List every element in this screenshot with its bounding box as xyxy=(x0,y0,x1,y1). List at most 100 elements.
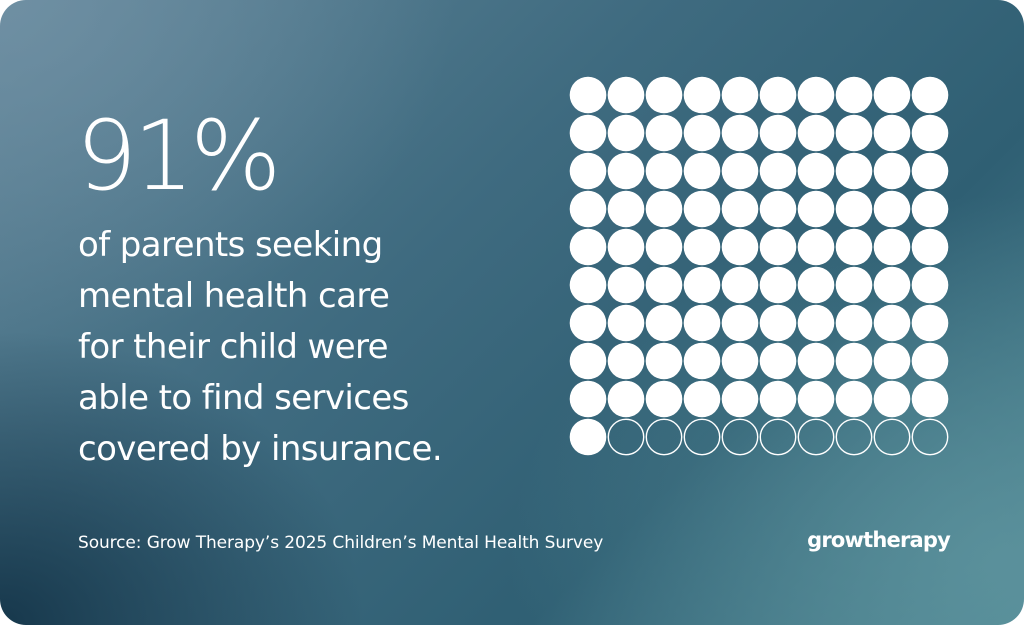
stat-description-line-2: mental health care xyxy=(78,276,390,316)
waffle-dot-filled xyxy=(911,380,949,418)
waffle-dot-filled xyxy=(645,266,683,304)
waffle-dot-filled xyxy=(911,190,949,228)
waffle-dot-filled xyxy=(607,342,645,380)
waffle-dot-filled xyxy=(911,152,949,190)
waffle-dot-filled xyxy=(607,152,645,190)
waffle-dot-filled xyxy=(607,114,645,152)
waffle-dot-filled xyxy=(835,266,873,304)
waffle-dot-filled xyxy=(835,228,873,266)
waffle-dot-filled xyxy=(835,152,873,190)
waffle-chart xyxy=(569,76,949,456)
waffle-dot-filled xyxy=(569,152,607,190)
stat-percent: 91% xyxy=(76,100,281,212)
waffle-dot-filled xyxy=(721,228,759,266)
waffle-dot-filled xyxy=(569,228,607,266)
waffle-dot-filled xyxy=(759,114,797,152)
waffle-dot-filled xyxy=(645,304,683,342)
waffle-dot-filled xyxy=(873,228,911,266)
waffle-dot-filled xyxy=(569,304,607,342)
waffle-dot-filled xyxy=(873,190,911,228)
waffle-dot-empty xyxy=(835,418,873,456)
waffle-dot-filled xyxy=(607,76,645,114)
waffle-dot-filled xyxy=(721,380,759,418)
stat-description-line-1: of parents seeking xyxy=(78,225,383,265)
waffle-dot-filled xyxy=(835,114,873,152)
waffle-dot-empty xyxy=(797,418,835,456)
waffle-dot-filled xyxy=(683,114,721,152)
stat-description-line-5: covered by insurance. xyxy=(78,429,443,469)
waffle-dot-filled xyxy=(721,342,759,380)
waffle-dot-filled xyxy=(759,228,797,266)
waffle-dot-filled xyxy=(873,76,911,114)
waffle-dot-filled xyxy=(873,266,911,304)
waffle-dot-filled xyxy=(721,266,759,304)
waffle-dot-filled xyxy=(797,266,835,304)
stat-description-line-3: for their child were xyxy=(78,327,389,367)
waffle-dot-filled xyxy=(683,190,721,228)
waffle-dot-filled xyxy=(835,380,873,418)
waffle-dot-empty xyxy=(607,418,645,456)
waffle-dot-filled xyxy=(835,304,873,342)
waffle-dot-filled xyxy=(721,76,759,114)
waffle-dot-filled xyxy=(873,114,911,152)
waffle-dot-filled xyxy=(911,114,949,152)
waffle-dot-filled xyxy=(911,76,949,114)
waffle-dot-filled xyxy=(759,190,797,228)
waffle-dot-filled xyxy=(569,190,607,228)
waffle-dot-filled xyxy=(683,228,721,266)
waffle-dot-filled xyxy=(797,152,835,190)
waffle-dot-filled xyxy=(797,380,835,418)
waffle-dot-filled xyxy=(835,76,873,114)
waffle-dot-filled xyxy=(759,266,797,304)
waffle-dot-filled xyxy=(645,114,683,152)
waffle-dot-filled xyxy=(569,266,607,304)
waffle-dot-filled xyxy=(797,114,835,152)
waffle-dot-filled xyxy=(645,342,683,380)
waffle-dot-filled xyxy=(835,342,873,380)
waffle-dot-filled xyxy=(911,342,949,380)
waffle-dot-filled xyxy=(683,152,721,190)
source-caption: Source: Grow Therapy’s 2025 Children’s M… xyxy=(78,533,604,553)
waffle-dot-empty xyxy=(911,418,949,456)
waffle-dot-filled xyxy=(759,380,797,418)
waffle-dot-filled xyxy=(683,304,721,342)
waffle-dot-empty xyxy=(721,418,759,456)
waffle-dot-filled xyxy=(645,76,683,114)
waffle-dot-filled xyxy=(683,342,721,380)
waffle-dot-filled xyxy=(607,266,645,304)
waffle-dot-filled xyxy=(873,304,911,342)
waffle-dot-filled xyxy=(569,114,607,152)
waffle-dot-empty xyxy=(759,418,797,456)
waffle-dot-filled xyxy=(873,342,911,380)
waffle-dot-filled xyxy=(797,190,835,228)
waffle-dot-filled xyxy=(683,76,721,114)
waffle-dot-filled xyxy=(873,152,911,190)
waffle-dot-filled xyxy=(721,152,759,190)
waffle-dot-filled xyxy=(645,228,683,266)
waffle-dot-filled xyxy=(607,190,645,228)
waffle-dot-filled xyxy=(759,152,797,190)
waffle-dot-filled xyxy=(569,418,607,456)
waffle-dot-filled xyxy=(569,76,607,114)
waffle-dot-filled xyxy=(645,190,683,228)
waffle-dot-filled xyxy=(569,342,607,380)
waffle-dot-empty xyxy=(683,418,721,456)
waffle-dot-filled xyxy=(683,380,721,418)
waffle-dot-empty xyxy=(645,418,683,456)
waffle-dot-filled xyxy=(911,304,949,342)
waffle-dot-filled xyxy=(569,380,607,418)
waffle-dot-empty xyxy=(873,418,911,456)
waffle-dot-filled xyxy=(759,76,797,114)
stat-description: of parents seeking mental health care fo… xyxy=(78,220,498,475)
waffle-dot-filled xyxy=(721,190,759,228)
waffle-dot-filled xyxy=(607,228,645,266)
waffle-dot-filled xyxy=(759,304,797,342)
waffle-dot-filled xyxy=(911,266,949,304)
waffle-dot-filled xyxy=(645,152,683,190)
waffle-dot-filled xyxy=(607,380,645,418)
waffle-dot-filled xyxy=(797,76,835,114)
waffle-dot-filled xyxy=(797,228,835,266)
waffle-dot-filled xyxy=(683,266,721,304)
waffle-dot-filled xyxy=(607,304,645,342)
